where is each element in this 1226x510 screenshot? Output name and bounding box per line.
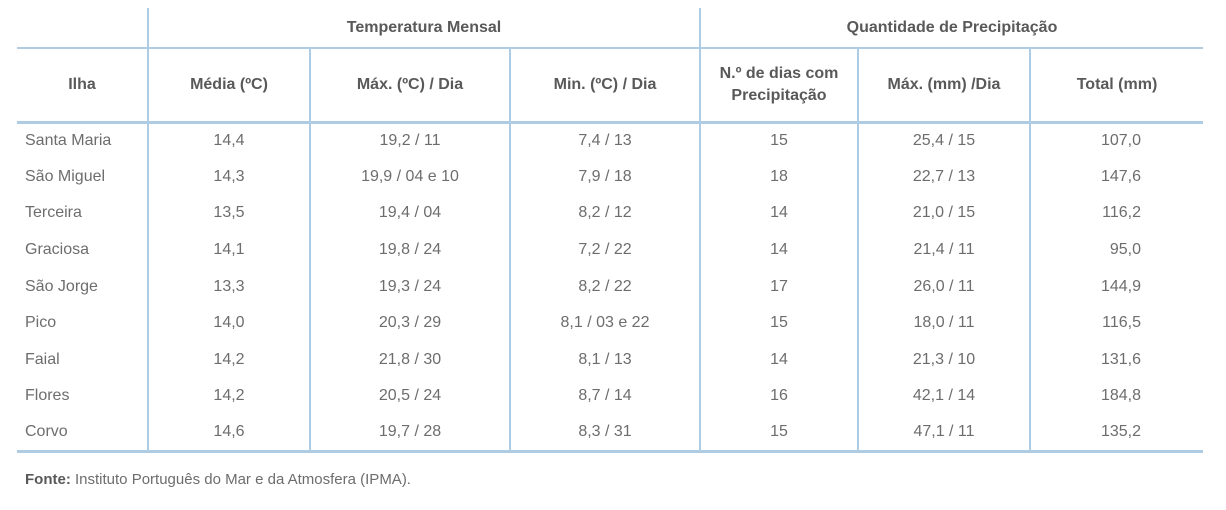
table-row: Graciosa 14,1 19,8 / 24 7,2 / 22 14 21,4 / 11… [17,231,1203,269]
dias-precipitacao-cell: 14 [700,341,859,379]
total-mm-cell: 147,6 [1100,167,1141,185]
table-body: Santa Maria 14,4 19,2 / 11 7,4 / 13 15 25,4 /… [17,122,1203,453]
island-cell: São Miguel [17,158,149,196]
min-c-dia-cell: 8,7 / 14 [510,378,701,415]
dias-precipitacao-cell: 16 [700,378,859,415]
table-row: Santa Maria 14,4 19,2 / 11 7,4 / 13 15 25,4 /… [17,122,1203,159]
min-c-dia-cell: 7,4 / 13 [510,122,701,159]
max-mm-dia-cell: 25,4 / 15 [858,122,1031,159]
max-mm-dia-cell: 22,7 / 13 [858,158,1031,196]
total-mm-cell: 135,2 [1030,414,1203,453]
media-c-cell: 13,3 [148,268,311,305]
column-header-dias-precipitacao: N.º de dias com Precipitação [700,48,859,124]
media-c-cell: 14,0 [148,304,311,342]
media-c-cell: 14,1 [148,231,311,269]
table-row: Pico 14,0 20,3 / 29 8,1 / 03 e 22 15 18,0 / 1… [17,304,1203,342]
media-c-cell: 14,4 [148,122,311,159]
group-header-temperature: Temperatura Mensal [148,8,701,49]
max-mm-dia-cell: 26,0 / 11 [858,268,1031,305]
min-c-dia-cell: 8,1 / 13 [510,341,701,379]
island-cell: Santa Maria [17,122,149,159]
total-mm-cell: 184,8 [1100,387,1141,405]
dias-precipitacao-cell: 18 [700,158,859,196]
source-text: Instituto Português do Mar e da Atmosfer… [70,470,411,488]
total-mm-cell: 107,0 [1100,132,1141,150]
column-header-min-c-dia: Min. (ºC) / Dia [510,48,701,124]
media-c-cell: 14,3 [148,158,311,196]
min-c-dia-cell: 8,2 / 22 [510,268,701,305]
climate-table: Temperatura Mensal Quantidade de Precipi… [17,8,1203,453]
max-c-dia-cell: 19,2 / 11 [310,122,511,159]
media-c-cell: 14,6 [148,414,311,453]
group-header-precipitation: Quantidade de Precipitação [700,8,1203,49]
source-note: Fonte: Instituto Português do Mar e da A… [25,471,1226,488]
max-c-dia-cell: 20,3 / 29 [310,304,511,342]
min-c-dia-cell: 8,2 / 12 [510,195,701,232]
table-row: Terceira 13,5 19,4 / 04 8,2 / 12 14 21,0 / 15… [17,195,1203,232]
column-header-max-mm-dia: Máx. (mm) /Dia [858,48,1031,124]
max-c-dia-cell: 19,7 / 28 [310,414,511,453]
min-c-dia-cell: 8,3 / 31 [510,414,701,453]
table-row: Corvo 14,6 19,7 / 28 8,3 / 31 15 47,1 / 11 135… [17,414,1203,453]
table-row: São Miguel 14,3 19,9 / 04 e 10 7,9 / 18 18 22… [17,158,1203,196]
media-c-cell: 14,2 [148,378,311,415]
max-c-dia-cell: 19,8 / 24 [310,231,511,269]
min-c-dia-cell: 8,1 / 03 e 22 [510,304,701,342]
total-mm-cell: 116,5 [1102,314,1141,332]
corner-cell [17,8,149,49]
max-c-dia-cell: 19,9 / 04 e 10 [310,158,511,196]
dias-precipitacao-cell: 15 [700,122,859,159]
group-header-row: Temperatura Mensal Quantidade de Precipi… [17,8,1203,49]
dias-precipitacao-cell: 14 [700,195,859,232]
max-mm-dia-cell: 42,1 / 14 [858,378,1031,415]
report-page: Temperatura Mensal Quantidade de Precipi… [17,8,1226,488]
island-cell: Terceira [17,195,149,232]
min-c-dia-cell: 7,9 / 18 [510,158,701,196]
table-row: Flores 14,2 20,5 / 24 8,7 / 14 16 42,1 / 14 18… [17,378,1203,415]
max-mm-dia-cell: 47,1 / 11 [858,414,1031,453]
table-row: Faial 14,2 21,8 / 30 8,1 / 13 14 21,3 / 10 131… [17,341,1203,379]
island-cell: São Jorge [17,268,149,305]
column-header-row: Ilha Média (ºC) Máx. (ºC) / Dia Min. (ºC… [17,48,1203,124]
column-header-total-mm: Total (mm) [1030,48,1203,124]
media-c-cell: 13,5 [148,195,311,232]
min-c-dia-cell: 7,2 / 22 [510,231,701,269]
media-c-cell: 14,2 [148,341,311,379]
island-cell: Flores [17,378,149,415]
table-row: São Jorge 13,3 19,3 / 24 8,2 / 22 17 26,0 / 1… [17,268,1203,305]
max-mm-dia-cell: 21,0 / 15 [858,195,1031,232]
max-mm-dia-cell: 21,3 / 10 [858,341,1031,379]
max-c-dia-cell: 21,8 / 30 [310,341,511,379]
dias-precipitacao-cell: 14 [700,231,859,269]
island-cell: Corvo [17,414,149,453]
max-c-dia-cell: 19,3 / 24 [310,268,511,305]
max-mm-dia-cell: 21,4 / 11 [858,231,1031,269]
island-cell: Faial [17,341,149,379]
column-header-max-c-dia: Máx. (ºC) / Dia [310,48,511,124]
total-mm-cell: 131,6 [1100,350,1141,368]
total-mm-cell: 95,0 [1109,241,1141,259]
max-c-dia-cell: 20,5 / 24 [310,378,511,415]
island-cell: Graciosa [17,231,149,269]
column-header-media-c: Média (ºC) [148,48,311,124]
dias-precipitacao-cell: 15 [700,304,859,342]
max-c-dia-cell: 19,4 / 04 [310,195,511,232]
column-header-island: Ilha [17,48,149,124]
source-label: Fonte: [25,470,71,488]
total-mm-cell: 144,9 [1100,277,1141,295]
max-mm-dia-cell: 18,0 / 11 [858,304,1031,342]
dias-precipitacao-cell: 17 [700,268,859,305]
dias-precipitacao-cell: 15 [700,414,859,453]
total-mm-cell: 116,2 [1102,204,1141,222]
island-cell: Pico [17,304,149,342]
